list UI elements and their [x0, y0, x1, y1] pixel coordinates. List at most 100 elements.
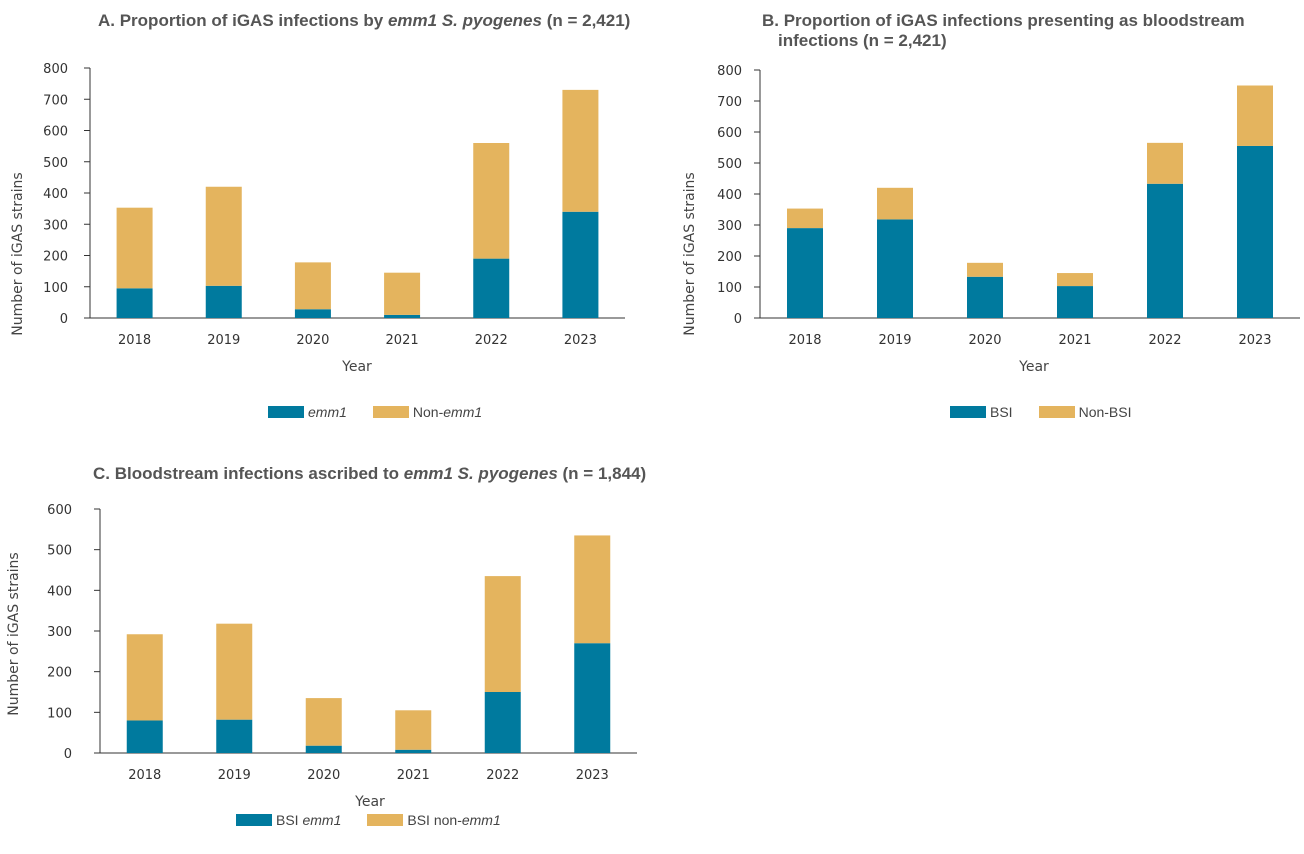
- bar-bsi-non-emm1-2023: [574, 535, 611, 644]
- legend-swatch-bsi-emm1: [236, 814, 272, 826]
- bar-bsi-2023: [1237, 145, 1273, 318]
- y-tick-label: 300: [47, 625, 72, 640]
- chart-c-xlabel: Year: [354, 794, 385, 810]
- y-tick-label: 600: [43, 125, 68, 140]
- chart-b-title-line2: infections (n = 2,421): [778, 31, 947, 50]
- x-tick-label: 2019: [878, 333, 911, 348]
- bar-non-emm1-2019: [205, 186, 242, 286]
- y-tick-label: 100: [43, 281, 68, 296]
- x-tick-label: 2022: [486, 768, 519, 783]
- legend-swatch-bsi-non-emm1: [367, 814, 404, 826]
- chart-a-title: A. Proportion of iGAS infections by emm1…: [98, 11, 698, 31]
- x-tick-label: 2018: [788, 333, 821, 348]
- y-tick-label: 400: [717, 188, 742, 203]
- legend-swatch-bsi: [950, 406, 986, 418]
- bar-non-emm1-2023: [562, 89, 599, 212]
- y-tick-label: 400: [43, 187, 68, 202]
- x-tick-label: 2023: [1238, 333, 1271, 348]
- legend-label-bsi: BSI: [990, 404, 1013, 420]
- legend-item-non-bsi: Non-BSI: [1038, 404, 1132, 420]
- x-tick-label: 2021: [386, 333, 419, 348]
- bar-non-emm1-2021: [384, 272, 421, 315]
- y-tick-label: 300: [717, 219, 742, 234]
- x-tick-label: 2023: [564, 333, 597, 348]
- x-tick-label: 2019: [218, 768, 251, 783]
- bar-bsi-2019: [877, 219, 913, 318]
- bar-non-bsi-2019: [877, 187, 913, 220]
- chart-c-title-text: C. Bloodstream infections ascribed to: [93, 464, 404, 483]
- x-tick-label: 2020: [968, 333, 1001, 348]
- bar-emm1-2018: [116, 288, 153, 318]
- bar-non-bsi-2018: [787, 208, 823, 229]
- legend-item-bsi-emm1: BSI emm1: [236, 812, 341, 828]
- x-tick-label: 2020: [307, 768, 340, 783]
- bar-emm1-2019: [205, 285, 242, 318]
- legend-label-emm1: emm1: [308, 404, 347, 420]
- chart-b-xlabel: Year: [1018, 359, 1049, 375]
- y-tick-label: 500: [47, 544, 72, 559]
- y-tick-label: 800: [717, 64, 742, 79]
- bar-non-emm1-2020: [294, 262, 331, 310]
- chart-c-title: C. Bloodstream infections ascribed to em…: [93, 464, 733, 484]
- bar-bsi-non-emm1-2019: [216, 623, 253, 720]
- chart-b-title-text: B. Proportion of iGAS infections present…: [762, 11, 1245, 30]
- chart-b-ylabel: Number of iGAS strains: [682, 172, 698, 335]
- bar-bsi-2018: [787, 228, 823, 318]
- chart-a-title-italic: emm1 S. pyogenes: [387, 11, 542, 30]
- chart-c-title-italic: emm1 S. pyogenes: [403, 464, 558, 483]
- y-tick-label: 200: [717, 250, 742, 265]
- x-tick-label: 2022: [475, 333, 508, 348]
- bar-bsi-non-emm1-2020: [305, 698, 342, 746]
- legend-label-bsi-emm1: BSI emm1: [276, 812, 342, 828]
- bar-bsi-emm1-2020: [305, 745, 342, 753]
- bar-non-bsi-2023: [1237, 85, 1273, 146]
- legend-label-non-emm1: Non-emm1: [412, 404, 483, 420]
- bar-non-bsi-2022: [1147, 142, 1183, 184]
- legend-item-emm1: emm1: [268, 404, 347, 420]
- bar-non-bsi-2020: [967, 262, 1003, 277]
- x-tick-label: 2021: [397, 768, 430, 783]
- bar-bsi-emm1-2023: [574, 643, 611, 753]
- chart-c-ylabel: Number of iGAS strains: [6, 552, 22, 715]
- bar-bsi-emm1-2021: [395, 749, 432, 753]
- chart-c-title-suffix: (n = 1,844): [557, 464, 647, 483]
- y-tick-label: 400: [47, 584, 72, 599]
- bar-bsi-2020: [967, 276, 1003, 318]
- bar-bsi-emm1-2019: [216, 719, 253, 753]
- x-tick-label: 2018: [128, 768, 161, 783]
- legend-swatch-non-bsi: [1038, 406, 1075, 418]
- bar-bsi-non-emm1-2021: [395, 710, 432, 750]
- y-tick-label: 0: [64, 747, 72, 762]
- chart-a-xlabel: Year: [341, 359, 372, 375]
- bar-emm1-2020: [294, 309, 331, 318]
- legend-label-non-bsi: Non-BSI: [1078, 404, 1132, 420]
- y-tick-label: 100: [47, 706, 72, 721]
- y-tick-label: 0: [734, 312, 742, 327]
- bar-bsi-2022: [1147, 183, 1183, 318]
- legend-swatch-emm1: [268, 406, 304, 418]
- bar-bsi-2021: [1057, 286, 1093, 318]
- bar-non-emm1-2018: [116, 207, 153, 289]
- legend-item-bsi: BSI: [950, 404, 1013, 420]
- chart-a-plot: Number of iGAS strains Year 0 100 200 300 40…: [10, 62, 625, 375]
- y-tick-label: 100: [717, 281, 742, 296]
- y-tick-label: 300: [43, 218, 68, 233]
- bar-emm1-2022: [473, 258, 510, 318]
- bar-bsi-emm1-2022: [484, 692, 521, 753]
- chart-a-title-text: A. Proportion of iGAS infections by: [98, 11, 388, 30]
- x-tick-label: 2020: [296, 333, 329, 348]
- legend-swatch-non-emm1: [372, 406, 409, 418]
- x-tick-label: 2022: [1148, 333, 1181, 348]
- bar-bsi-non-emm1-2018: [126, 634, 163, 721]
- bar-non-bsi-2021: [1057, 273, 1093, 287]
- bar-non-emm1-2022: [473, 143, 510, 259]
- y-tick-label: 200: [43, 250, 68, 265]
- y-tick-label: 700: [43, 93, 68, 108]
- chart-b-plot: Number of iGAS strains Year 0 100 200 300 40…: [682, 64, 1300, 375]
- chart-c-legend: BSI emm1 BSI non-emm1: [236, 812, 527, 828]
- x-tick-label: 2018: [118, 333, 151, 348]
- y-tick-label: 600: [717, 126, 742, 141]
- y-tick-label: 600: [47, 503, 72, 518]
- chart-c-plot: Number of iGAS strains Year 0 100 200 300 40…: [6, 503, 637, 810]
- y-tick-label: 500: [717, 157, 742, 172]
